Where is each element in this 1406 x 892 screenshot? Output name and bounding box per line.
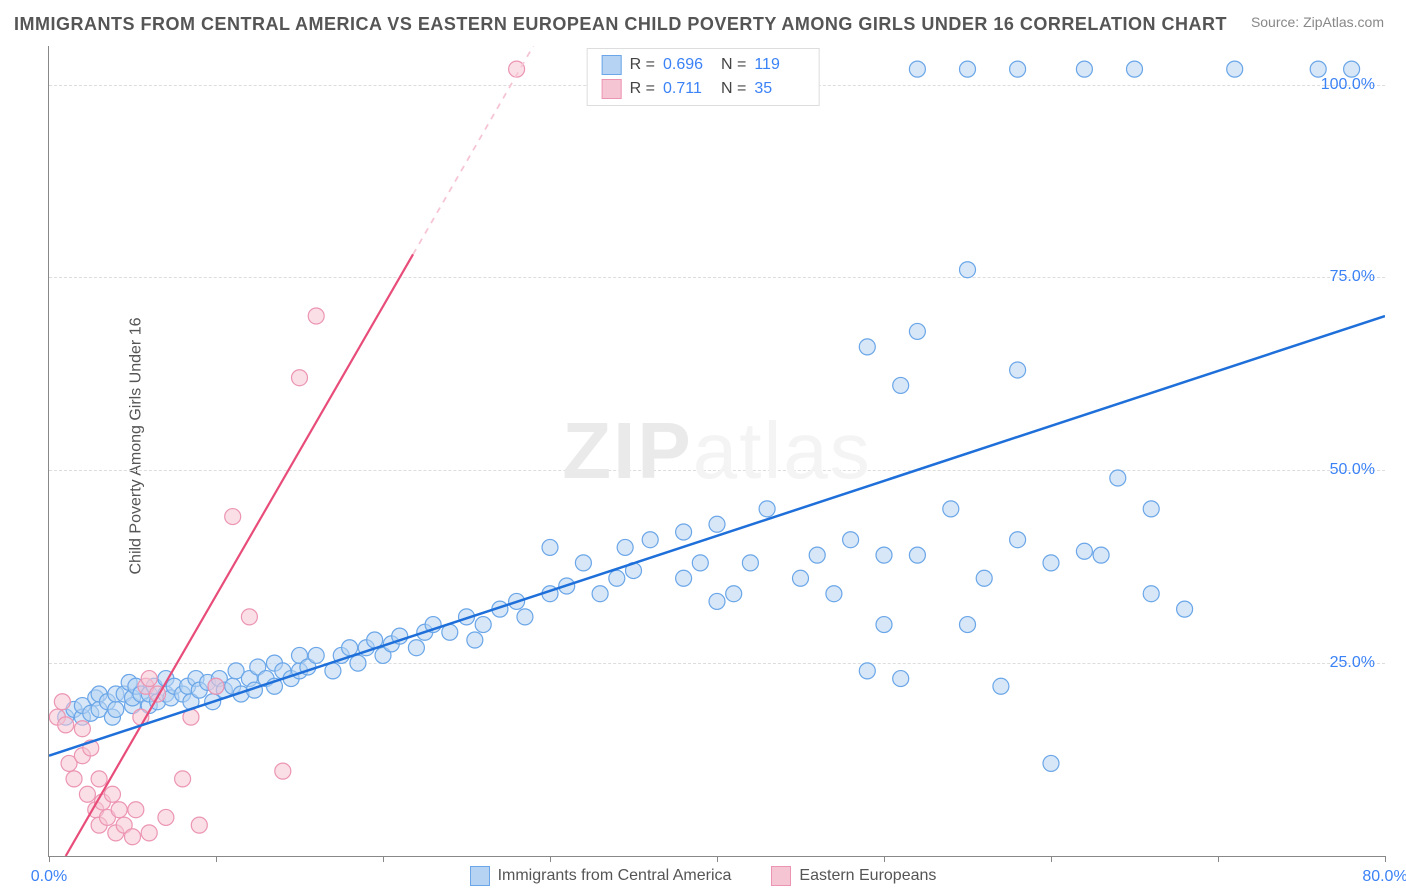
chart-plot-area: ZIPatlas 25.0%50.0%75.0%100.0%0.0%80.0% <box>48 46 1385 857</box>
legend-label-series-1: Immigrants from Central America <box>498 867 732 885</box>
legend-swatch-blue <box>470 866 490 886</box>
chart-title: IMMIGRANTS FROM CENTRAL AMERICA VS EASTE… <box>14 14 1227 35</box>
x-axis-legend: Immigrants from Central America Eastern … <box>0 866 1406 886</box>
n-value-series-2: 35 <box>754 80 804 98</box>
legend-swatch-pink <box>771 866 791 886</box>
x-tick-mark <box>216 856 217 862</box>
scatter-plot-svg <box>49 46 1385 856</box>
stats-row-series-1: R = 0.696 N = 119 <box>602 53 805 77</box>
legend-swatch-blue <box>602 55 622 75</box>
r-value-series-1: 0.696 <box>663 56 713 74</box>
x-tick-mark <box>49 856 50 862</box>
x-tick-mark <box>1385 856 1386 862</box>
r-label: R = <box>630 80 655 98</box>
legend-item-series-2: Eastern Europeans <box>771 866 936 886</box>
x-tick-mark <box>550 856 551 862</box>
x-tick-mark <box>884 856 885 862</box>
legend-swatch-pink <box>602 79 622 99</box>
x-tick-mark <box>717 856 718 862</box>
n-label: N = <box>721 80 746 98</box>
correlation-stats-box: R = 0.696 N = 119 R = 0.711 N = 35 <box>587 48 820 106</box>
x-tick-mark <box>1218 856 1219 862</box>
x-tick-mark <box>1051 856 1052 862</box>
stats-row-series-2: R = 0.711 N = 35 <box>602 77 805 101</box>
n-label: N = <box>721 56 746 74</box>
source-attribution: Source: ZipAtlas.com <box>1251 14 1384 30</box>
x-tick-mark <box>383 856 384 862</box>
r-label: R = <box>630 56 655 74</box>
n-value-series-1: 119 <box>754 56 804 74</box>
legend-item-series-1: Immigrants from Central America <box>470 866 732 886</box>
r-value-series-2: 0.711 <box>663 80 713 98</box>
legend-label-series-2: Eastern Europeans <box>799 867 936 885</box>
